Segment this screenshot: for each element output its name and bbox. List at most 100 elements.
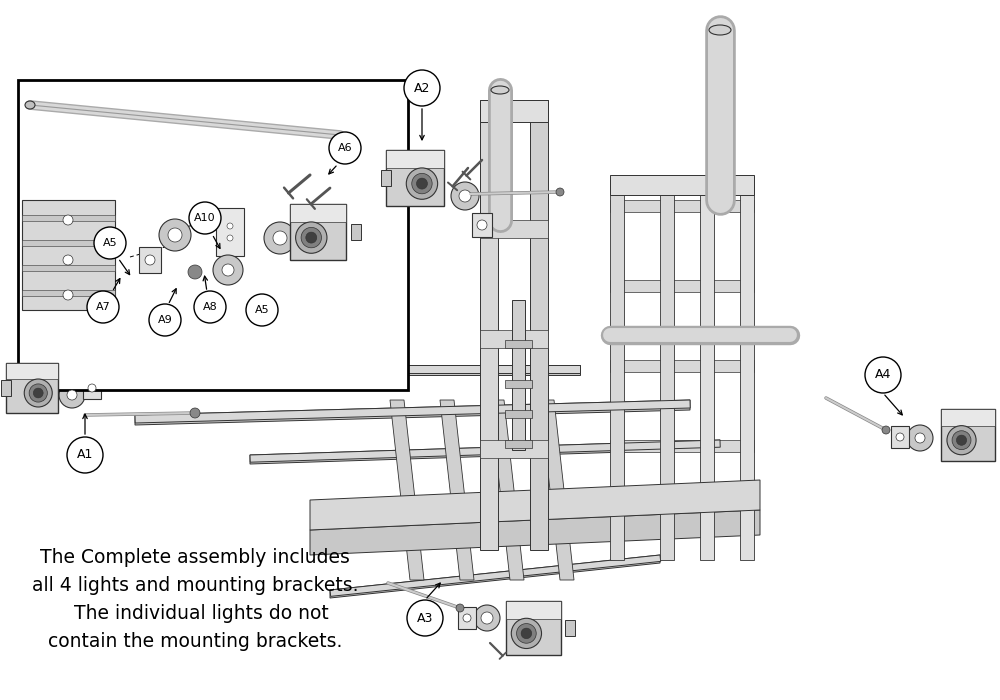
Polygon shape (250, 440, 720, 464)
Bar (386, 150, 444, 168)
Bar (290, 204, 346, 260)
Circle shape (511, 618, 542, 648)
Circle shape (194, 291, 226, 323)
Bar (6, 363, 58, 413)
Circle shape (459, 190, 471, 202)
Text: A10: A10 (194, 213, 216, 223)
Polygon shape (480, 440, 548, 458)
Bar (6, 363, 58, 379)
Polygon shape (310, 510, 760, 555)
Text: The Complete assembly includes: The Complete assembly includes (40, 548, 350, 567)
Polygon shape (610, 360, 754, 372)
Circle shape (227, 235, 233, 241)
Polygon shape (310, 480, 760, 530)
Circle shape (159, 219, 191, 251)
Circle shape (67, 437, 103, 473)
Bar (941, 409, 995, 461)
Bar (472, 213, 492, 237)
Circle shape (456, 604, 464, 612)
Circle shape (63, 255, 73, 265)
Text: A1: A1 (77, 449, 93, 461)
Circle shape (264, 222, 296, 254)
Circle shape (63, 215, 73, 225)
Polygon shape (610, 280, 754, 292)
Polygon shape (22, 265, 115, 271)
Circle shape (29, 384, 47, 402)
Polygon shape (120, 365, 580, 373)
Text: A5: A5 (255, 305, 269, 315)
Circle shape (222, 264, 234, 276)
Polygon shape (480, 330, 548, 348)
Polygon shape (330, 555, 660, 598)
Polygon shape (480, 100, 498, 550)
Bar (506, 601, 561, 655)
Bar (941, 409, 995, 426)
Circle shape (190, 408, 200, 418)
Circle shape (87, 291, 119, 323)
Circle shape (474, 605, 500, 631)
Polygon shape (480, 100, 548, 122)
Polygon shape (540, 400, 574, 580)
Circle shape (59, 382, 85, 408)
Polygon shape (120, 365, 580, 375)
Bar (506, 601, 561, 619)
Circle shape (63, 290, 73, 300)
Circle shape (33, 388, 43, 398)
Circle shape (406, 168, 438, 200)
Text: A5: A5 (103, 238, 117, 248)
Circle shape (956, 435, 967, 445)
Circle shape (404, 70, 440, 106)
Circle shape (865, 357, 901, 393)
Circle shape (947, 426, 976, 455)
Bar (565, 620, 575, 636)
Circle shape (451, 182, 479, 210)
Polygon shape (610, 180, 624, 560)
Text: A7: A7 (96, 302, 110, 312)
Circle shape (24, 379, 52, 407)
Text: A8: A8 (203, 302, 217, 312)
Polygon shape (135, 400, 690, 423)
Polygon shape (505, 440, 532, 448)
Circle shape (145, 255, 155, 265)
Polygon shape (530, 100, 548, 550)
Circle shape (481, 612, 493, 624)
Bar (351, 224, 361, 240)
Polygon shape (490, 400, 524, 580)
Polygon shape (22, 215, 115, 221)
Text: all 4 lights and mounting brackets.: all 4 lights and mounting brackets. (32, 576, 358, 595)
Circle shape (88, 384, 96, 392)
Bar (83, 377, 101, 399)
Circle shape (463, 614, 471, 622)
Circle shape (556, 188, 564, 196)
Circle shape (168, 228, 182, 242)
Text: A6: A6 (338, 143, 352, 153)
Circle shape (296, 222, 327, 253)
Circle shape (896, 433, 904, 441)
Circle shape (306, 232, 317, 243)
Polygon shape (22, 200, 115, 310)
Text: A4: A4 (875, 368, 891, 382)
Bar (386, 150, 444, 206)
Ellipse shape (491, 86, 509, 94)
Circle shape (329, 132, 361, 164)
Polygon shape (135, 400, 690, 425)
Bar (458, 607, 476, 629)
Polygon shape (700, 180, 714, 560)
Circle shape (915, 433, 925, 443)
Polygon shape (480, 220, 548, 238)
Polygon shape (22, 240, 115, 246)
Bar (1, 380, 11, 396)
Polygon shape (740, 180, 754, 560)
Circle shape (67, 390, 77, 400)
Bar (290, 204, 346, 222)
Polygon shape (250, 440, 720, 462)
Bar (216, 208, 244, 256)
Polygon shape (660, 180, 674, 560)
Circle shape (517, 624, 536, 643)
Polygon shape (505, 340, 532, 348)
Text: A3: A3 (417, 612, 433, 624)
Polygon shape (505, 380, 532, 388)
Polygon shape (512, 300, 525, 450)
Circle shape (273, 231, 287, 245)
Polygon shape (505, 410, 532, 418)
